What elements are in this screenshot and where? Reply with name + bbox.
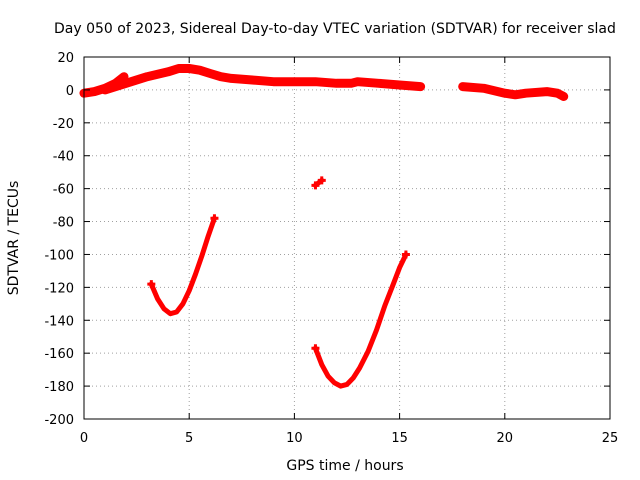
y-tick-label: -140 [44, 314, 74, 329]
y-tick-label: -200 [44, 413, 74, 428]
series-upper-band-main [100, 64, 426, 95]
chart-title: Day 050 of 2023, Sidereal Day-to-day VTE… [54, 21, 616, 37]
series-point [101, 85, 110, 94]
series-point [311, 181, 320, 190]
y-tick-label: -160 [44, 347, 74, 362]
series-point [210, 214, 219, 223]
series-point [416, 82, 425, 91]
series-point [559, 92, 568, 101]
y-tick-label: 20 [57, 51, 74, 66]
y-tick-label: -40 [53, 150, 74, 165]
y-tick-label: -60 [53, 183, 74, 198]
series-point [458, 82, 467, 91]
y-tick-label: -80 [53, 216, 74, 231]
x-tick-label: 10 [286, 431, 303, 446]
y-tick-label: 0 [66, 84, 74, 99]
series-arc-2 [312, 252, 409, 389]
series-point [147, 280, 156, 289]
y-tick-label: -100 [44, 248, 74, 263]
series-arc-1 [148, 215, 217, 317]
y-tick-label: -180 [44, 380, 74, 395]
x-tick-label: 20 [497, 431, 514, 446]
x-axis-title: GPS time / hours [286, 458, 403, 474]
y-axis-title: SDTVAR / TECUs [6, 181, 22, 296]
series-point [317, 176, 326, 185]
x-tick-label: 0 [80, 431, 88, 446]
series-upper-band-late [458, 82, 569, 101]
y-tick-label: -20 [53, 117, 74, 132]
series-point [311, 344, 320, 353]
x-tick-label: 5 [185, 431, 193, 446]
axis-ticks: 20 0 -20 -40 -60 -80 -100 -120 -140 -160 -180 -200 0… [44, 51, 618, 446]
plot-area [79, 64, 569, 389]
x-tick-label: 25 [602, 431, 619, 446]
y-tick-label: -120 [44, 281, 74, 296]
grid-lines [84, 57, 610, 419]
series-point [401, 250, 410, 259]
x-tick-label: 15 [391, 431, 408, 446]
plot-frame [83, 56, 611, 420]
